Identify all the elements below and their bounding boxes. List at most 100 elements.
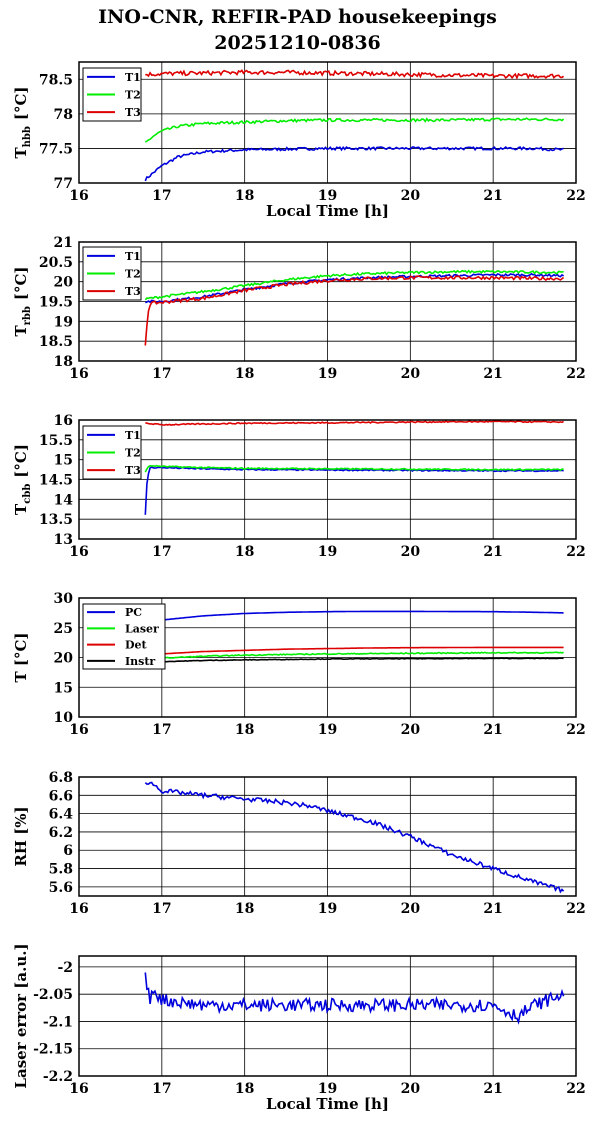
y-tick-label: 78.5 [39, 72, 73, 88]
x-tick-label: 21 [483, 366, 502, 382]
x-tick-label: 16 [69, 1081, 88, 1097]
y-axis-label-main: RH [%] [12, 806, 30, 866]
x-tick-label: 19 [318, 1081, 337, 1097]
x-tick-label: 18 [235, 188, 254, 204]
x-tick-label: 19 [318, 722, 337, 738]
y-tick-label: -2 [57, 960, 73, 976]
x-tick-label: 19 [318, 188, 337, 204]
x-tick-label: 20 [401, 366, 421, 382]
plot-frame [78, 955, 577, 1077]
y-tick-label: 21 [54, 235, 73, 251]
x-tick-label: 20 [401, 188, 421, 204]
legend-label: T1 [125, 250, 141, 263]
legend-label: Instr [125, 655, 155, 668]
x-axis-label: Local Time [h] [266, 1095, 389, 1113]
y-axis-label: Thbb [°C] [12, 86, 33, 158]
chart-panel-5: 5.6 5.8 6 6.2 6.4 6.6 6.8 16 17 18 19 20 21 22 RH [%] [12, 770, 586, 917]
y-tick-label: 10 [54, 710, 74, 726]
y-tick-label: -2.05 [33, 987, 73, 1003]
chart-panel-2: 18 18.5 19 19.5 20 20.5 21 16 17 18 19 20 21 22 T1 T2 T3… [12, 235, 586, 382]
series-line-pc [145, 610, 564, 624]
series-line-laser [145, 651, 564, 661]
series-line-t1 [145, 272, 565, 304]
y-tick-label: 5.6 [49, 880, 73, 896]
y-tick-label: 18.5 [39, 334, 73, 350]
legend: PC Laser Det Instr [82, 603, 166, 670]
y-axis-label: Trbb [°C] [12, 266, 33, 336]
series-line-t2 [144, 269, 564, 301]
x-tick-label: 18 [235, 544, 254, 560]
x-tick-label: 18 [235, 722, 254, 738]
x-tick-label: 22 [566, 1081, 585, 1097]
title-line-1: INO-CNR, REFIR-PAD housekeepings [98, 6, 497, 28]
y-tick-label: 13 [54, 532, 73, 548]
y-axis-label: Laser error [a.u.] [12, 943, 30, 1088]
x-tick-label: 20 [401, 722, 421, 738]
plot-frame [78, 61, 577, 184]
x-tick-label: 17 [152, 366, 171, 382]
chart-panel-1: 77 77.5 78 78.5 16 17 18 19 20 21 22 T1 T2 T3 Thbb [°C]… [12, 61, 586, 220]
legend: T1 T2 T3 [82, 67, 142, 122]
x-tick-label: 22 [566, 188, 585, 204]
x-tick-label: 21 [483, 188, 502, 204]
x-tick-label: 21 [483, 1081, 502, 1097]
x-tick-label: 18 [235, 901, 254, 917]
y-tick-label: 14 [54, 492, 74, 508]
y-axis-label-unit: [°C] [12, 444, 30, 478]
y-axis-label-sub: hbb [22, 126, 33, 147]
legend-label: T2 [125, 268, 141, 281]
y-axis-label-main: T [12, 147, 30, 159]
x-tick-label: 16 [69, 901, 88, 917]
x-tick-label: 16 [69, 188, 88, 204]
x-tick-label: 16 [69, 366, 88, 382]
title-line-2: 20251210-0836 [214, 32, 381, 54]
x-axis-label: Local Time [h] [266, 202, 389, 220]
x-tick-label: 17 [152, 901, 171, 917]
x-tick-label: 20 [401, 1081, 421, 1097]
y-axis-label-main: T [12, 503, 30, 515]
x-tick-label: 21 [483, 544, 502, 560]
series-line-det [145, 646, 564, 657]
y-tick-label: 77 [54, 176, 73, 192]
y-axis-label-main: Laser error [a.u.] [12, 943, 30, 1088]
chart-panel-3: 13 13.5 14 14.5 15 15.5 16 16 17 18 19 20 21 22 T1 T2 T3… [12, 413, 586, 560]
legend-label: PC [125, 606, 142, 619]
legend-label: T1 [125, 429, 141, 442]
series-line-t3 [145, 69, 565, 80]
legend-label: Det [125, 639, 148, 652]
x-tick-label: 17 [152, 1081, 171, 1097]
y-axis-label-sub: cbb [22, 484, 33, 504]
y-tick-label: 15 [54, 453, 73, 469]
series-line-t2 [144, 464, 564, 473]
series-line-t2 [144, 117, 565, 143]
x-tick-label: 18 [235, 1081, 254, 1097]
plot-frame [78, 776, 577, 897]
x-tick-label: 22 [566, 901, 585, 917]
legend-label: T2 [125, 89, 141, 102]
legend: T1 T2 T3 [82, 246, 142, 301]
plot-frame [78, 241, 577, 362]
legend-label: T1 [125, 71, 141, 84]
y-tick-label: 19.5 [39, 295, 73, 311]
legend-box [82, 603, 166, 670]
y-tick-label: 20 [54, 651, 74, 667]
y-tick-label: 20.5 [39, 255, 73, 271]
legend-label: T3 [125, 464, 141, 477]
x-tick-label: 19 [318, 901, 337, 917]
plot-frame [78, 597, 577, 718]
x-tick-label: 17 [152, 188, 171, 204]
series-line-t1 [144, 466, 564, 515]
x-tick-label: 16 [69, 722, 88, 738]
series-line-t3 [145, 420, 564, 426]
y-tick-label: 16 [54, 413, 73, 429]
x-tick-label: 17 [152, 722, 171, 738]
series-line-data [144, 972, 565, 1025]
series-line-t3 [144, 275, 565, 346]
x-tick-label: 16 [69, 544, 88, 560]
series-line-data [144, 781, 565, 894]
y-tick-label: 20 [54, 275, 74, 291]
legend-label: T2 [125, 447, 141, 460]
y-axis-label-sub: rbb [22, 306, 33, 325]
y-tick-label: 78 [54, 107, 73, 123]
